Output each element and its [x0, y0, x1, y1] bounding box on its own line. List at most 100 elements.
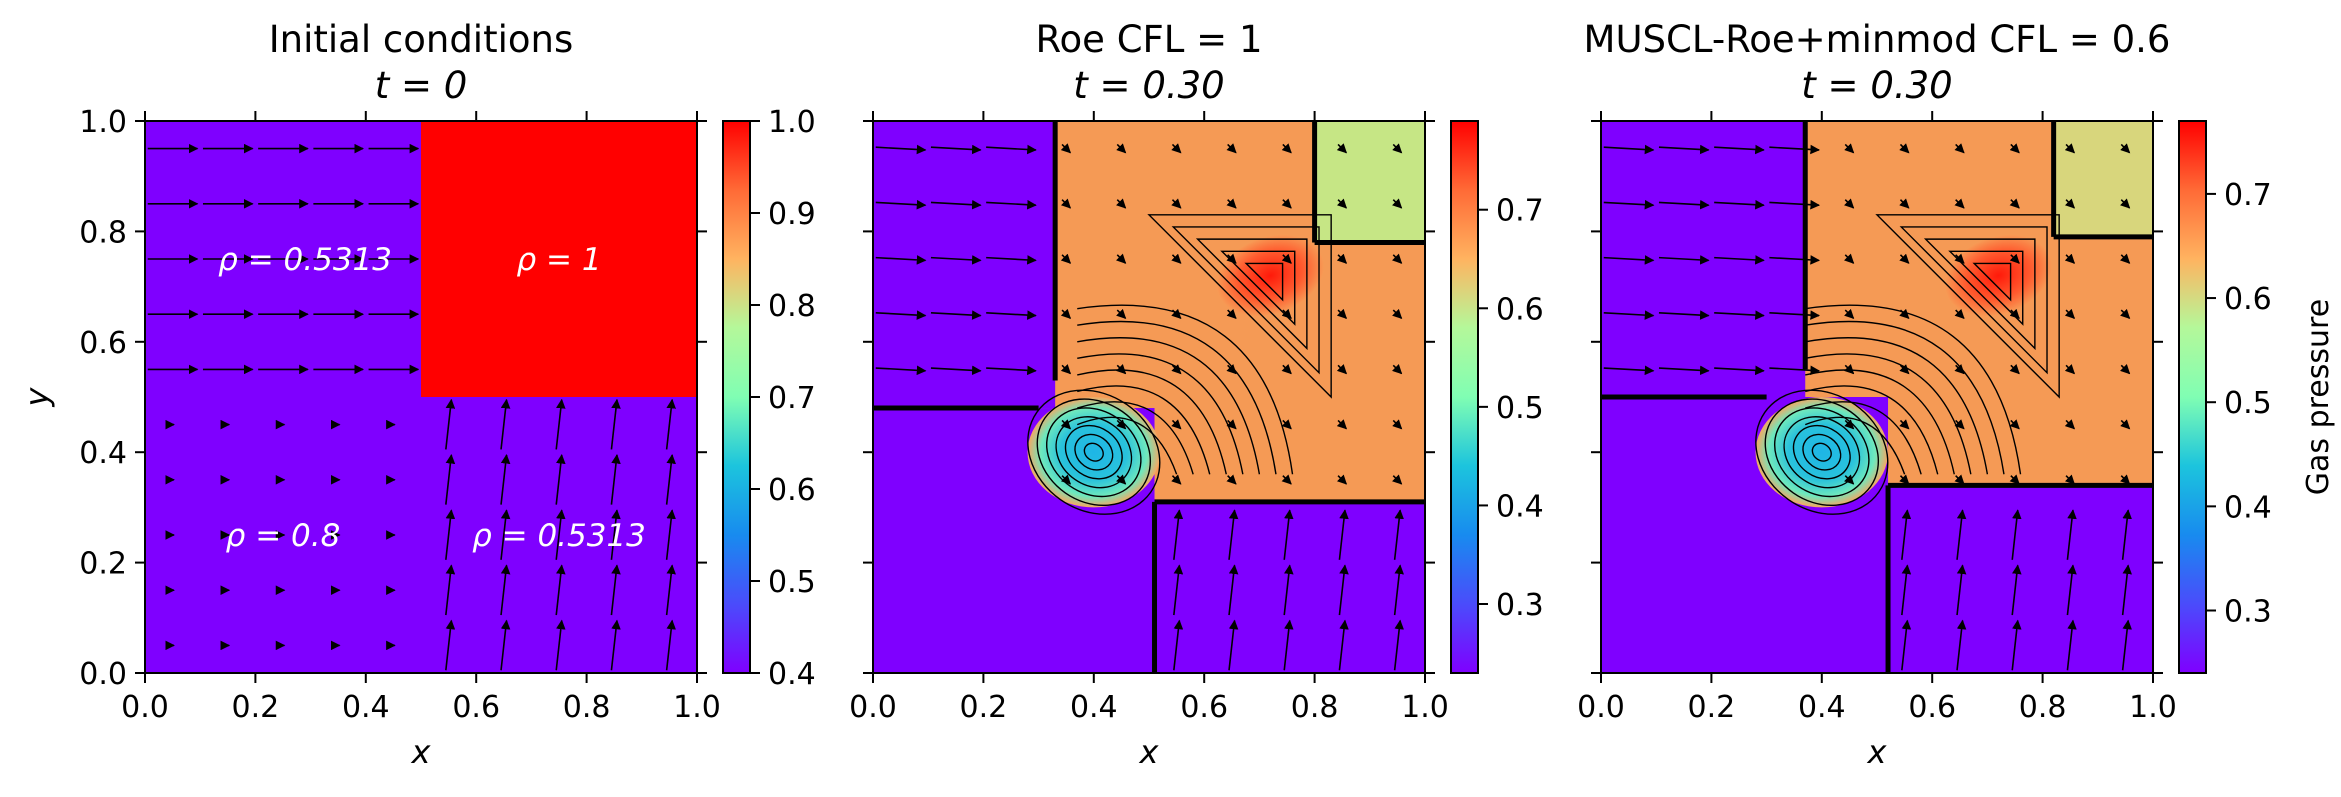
quiver-arrow — [665, 454, 676, 505]
colorbar-tick-label: 0.5 — [1496, 391, 1544, 426]
x-tick-label: 0.2 — [960, 690, 1008, 725]
x-tick-label: 0.0 — [849, 690, 897, 725]
contours — [1027, 214, 1332, 515]
contour-line — [1077, 353, 1244, 475]
quiver-arrow — [930, 199, 982, 210]
colorbar-tick-label: 0.4 — [768, 657, 816, 692]
colorbar-tick-label: 0.3 — [1496, 588, 1544, 623]
colorbar-tick-label: 0.3 — [2224, 595, 2272, 630]
x-axis-label: x — [1867, 733, 1888, 771]
quiver-arrow — [1392, 474, 1403, 485]
quiver-arrow — [1281, 198, 1292, 209]
quiver-arrow — [1658, 199, 1710, 210]
quiver-arrow — [1226, 419, 1237, 430]
quiver-arrow — [2009, 419, 2020, 430]
quiver-arrow — [1899, 308, 1910, 320]
quiver-arrow — [1954, 308, 1965, 320]
quiver-arrow — [1954, 198, 1965, 209]
high-pressure-zone — [1944, 234, 2052, 317]
quiver-arrow — [986, 199, 1037, 210]
quiver-arrow — [665, 564, 676, 616]
field-region-bottomright — [1154, 501, 1425, 673]
quiver-arrow — [1899, 198, 1910, 209]
quiver-arrow — [1954, 364, 1965, 375]
quiver-arrow — [875, 255, 927, 265]
quiver-arrow — [1116, 308, 1127, 320]
x-tick-label: 0.4 — [342, 690, 390, 725]
quiver-arrow — [2009, 308, 2020, 320]
quiver-arrow — [1899, 474, 1910, 485]
quiver-arrow — [1116, 253, 1127, 264]
vortex-zone — [1755, 397, 1889, 508]
x-tick-label: 0.8 — [1291, 690, 1339, 725]
quiver-arrow — [445, 398, 456, 450]
quiver-arrow — [1899, 419, 1910, 430]
contour-line — [1220, 250, 1296, 326]
quiver-arrow — [1228, 619, 1239, 671]
quiver-arrow — [1336, 419, 1348, 430]
contour-line — [1811, 442, 1832, 462]
quiver-arrow — [555, 509, 566, 560]
quiver-arrow — [1281, 419, 1292, 430]
colorbar-tick-label: 0.7 — [1496, 194, 1544, 229]
quiver-arrow — [1060, 308, 1072, 320]
quiver-arrow — [1228, 509, 1239, 560]
axes-frame — [872, 120, 1426, 674]
region-label: ρ = 0.5313 — [218, 242, 392, 278]
quiver-arrow — [610, 509, 621, 560]
panel-title-line2: t = 0.30 — [1801, 64, 1952, 107]
colorbar-tick-label: 0.5 — [2224, 386, 2272, 421]
quiver-arrow — [665, 619, 676, 671]
colorbar-tick-label: 1.0 — [768, 105, 816, 140]
panel-3: MUSCL-Roe+minmod CFL = 0.6t = 0.30 0.0 0.2… — [1577, 18, 2336, 771]
quiver-arrow — [1658, 255, 1710, 265]
quiver-arrow — [1603, 144, 1655, 155]
colorbar-tick-label: 0.6 — [768, 473, 816, 508]
contour-line — [1076, 416, 1178, 475]
axes-frame — [1600, 120, 2154, 674]
quiver-arrow — [1060, 143, 1072, 154]
discontinuities — [873, 121, 1425, 673]
y-tick-label: 0.6 — [79, 326, 127, 361]
quiver-arrow — [445, 509, 456, 560]
colorbar-tick-label: 0.9 — [768, 197, 816, 232]
x-tick-label: 0.0 — [1577, 690, 1625, 725]
quiver-arrow — [1954, 419, 1965, 430]
quiver-arrow — [1060, 364, 1072, 375]
colorbar — [2178, 120, 2207, 674]
quiver-arrow — [1844, 474, 1855, 485]
quiver-arrow — [1392, 253, 1403, 264]
quiver-arrow — [1283, 564, 1294, 616]
x-tick-label: 1.0 — [673, 690, 721, 725]
quiver-arrow — [1844, 364, 1855, 375]
quiver-arrow — [1171, 253, 1182, 264]
quiver — [875, 143, 1404, 671]
y-axis-label: y — [18, 386, 56, 407]
quiver-arrow — [1392, 308, 1403, 320]
quiver-arrow — [1769, 310, 1820, 320]
quiver-arrow — [1714, 144, 1765, 155]
quiver-arrow — [555, 564, 566, 616]
panel-2: Roe CFL = 1t = 0.30 0.0 0.2 0.4 0.6 0.8 1.0 x 0.… — [849, 18, 1544, 771]
colorbar — [1450, 120, 1479, 674]
quiver-arrow — [1116, 198, 1127, 209]
x-tick-label: 0.8 — [2019, 690, 2067, 725]
field-region-topleft — [873, 121, 1056, 409]
quiver-arrow — [555, 398, 566, 450]
quiver-arrow — [665, 398, 676, 450]
high-pressure-zone — [1216, 234, 1324, 317]
region-label: ρ = 0.5313 — [472, 518, 646, 554]
quiver-arrow — [1336, 253, 1348, 264]
quiver-arrow — [1226, 364, 1237, 375]
contour-line — [1077, 401, 1194, 475]
quiver-arrow — [1844, 253, 1855, 264]
quiver-arrow — [2066, 564, 2077, 616]
colorbar-tick-label: 0.7 — [2224, 178, 2272, 213]
quiver-arrow — [1392, 198, 1403, 209]
quiver-arrow — [1658, 144, 1710, 155]
quiver-arrow — [445, 619, 456, 671]
quiver-arrow — [2011, 564, 2022, 616]
quiver-arrow — [1714, 255, 1765, 265]
y-tick-label: 1.0 — [79, 105, 127, 140]
quiver-arrow — [1116, 474, 1127, 485]
